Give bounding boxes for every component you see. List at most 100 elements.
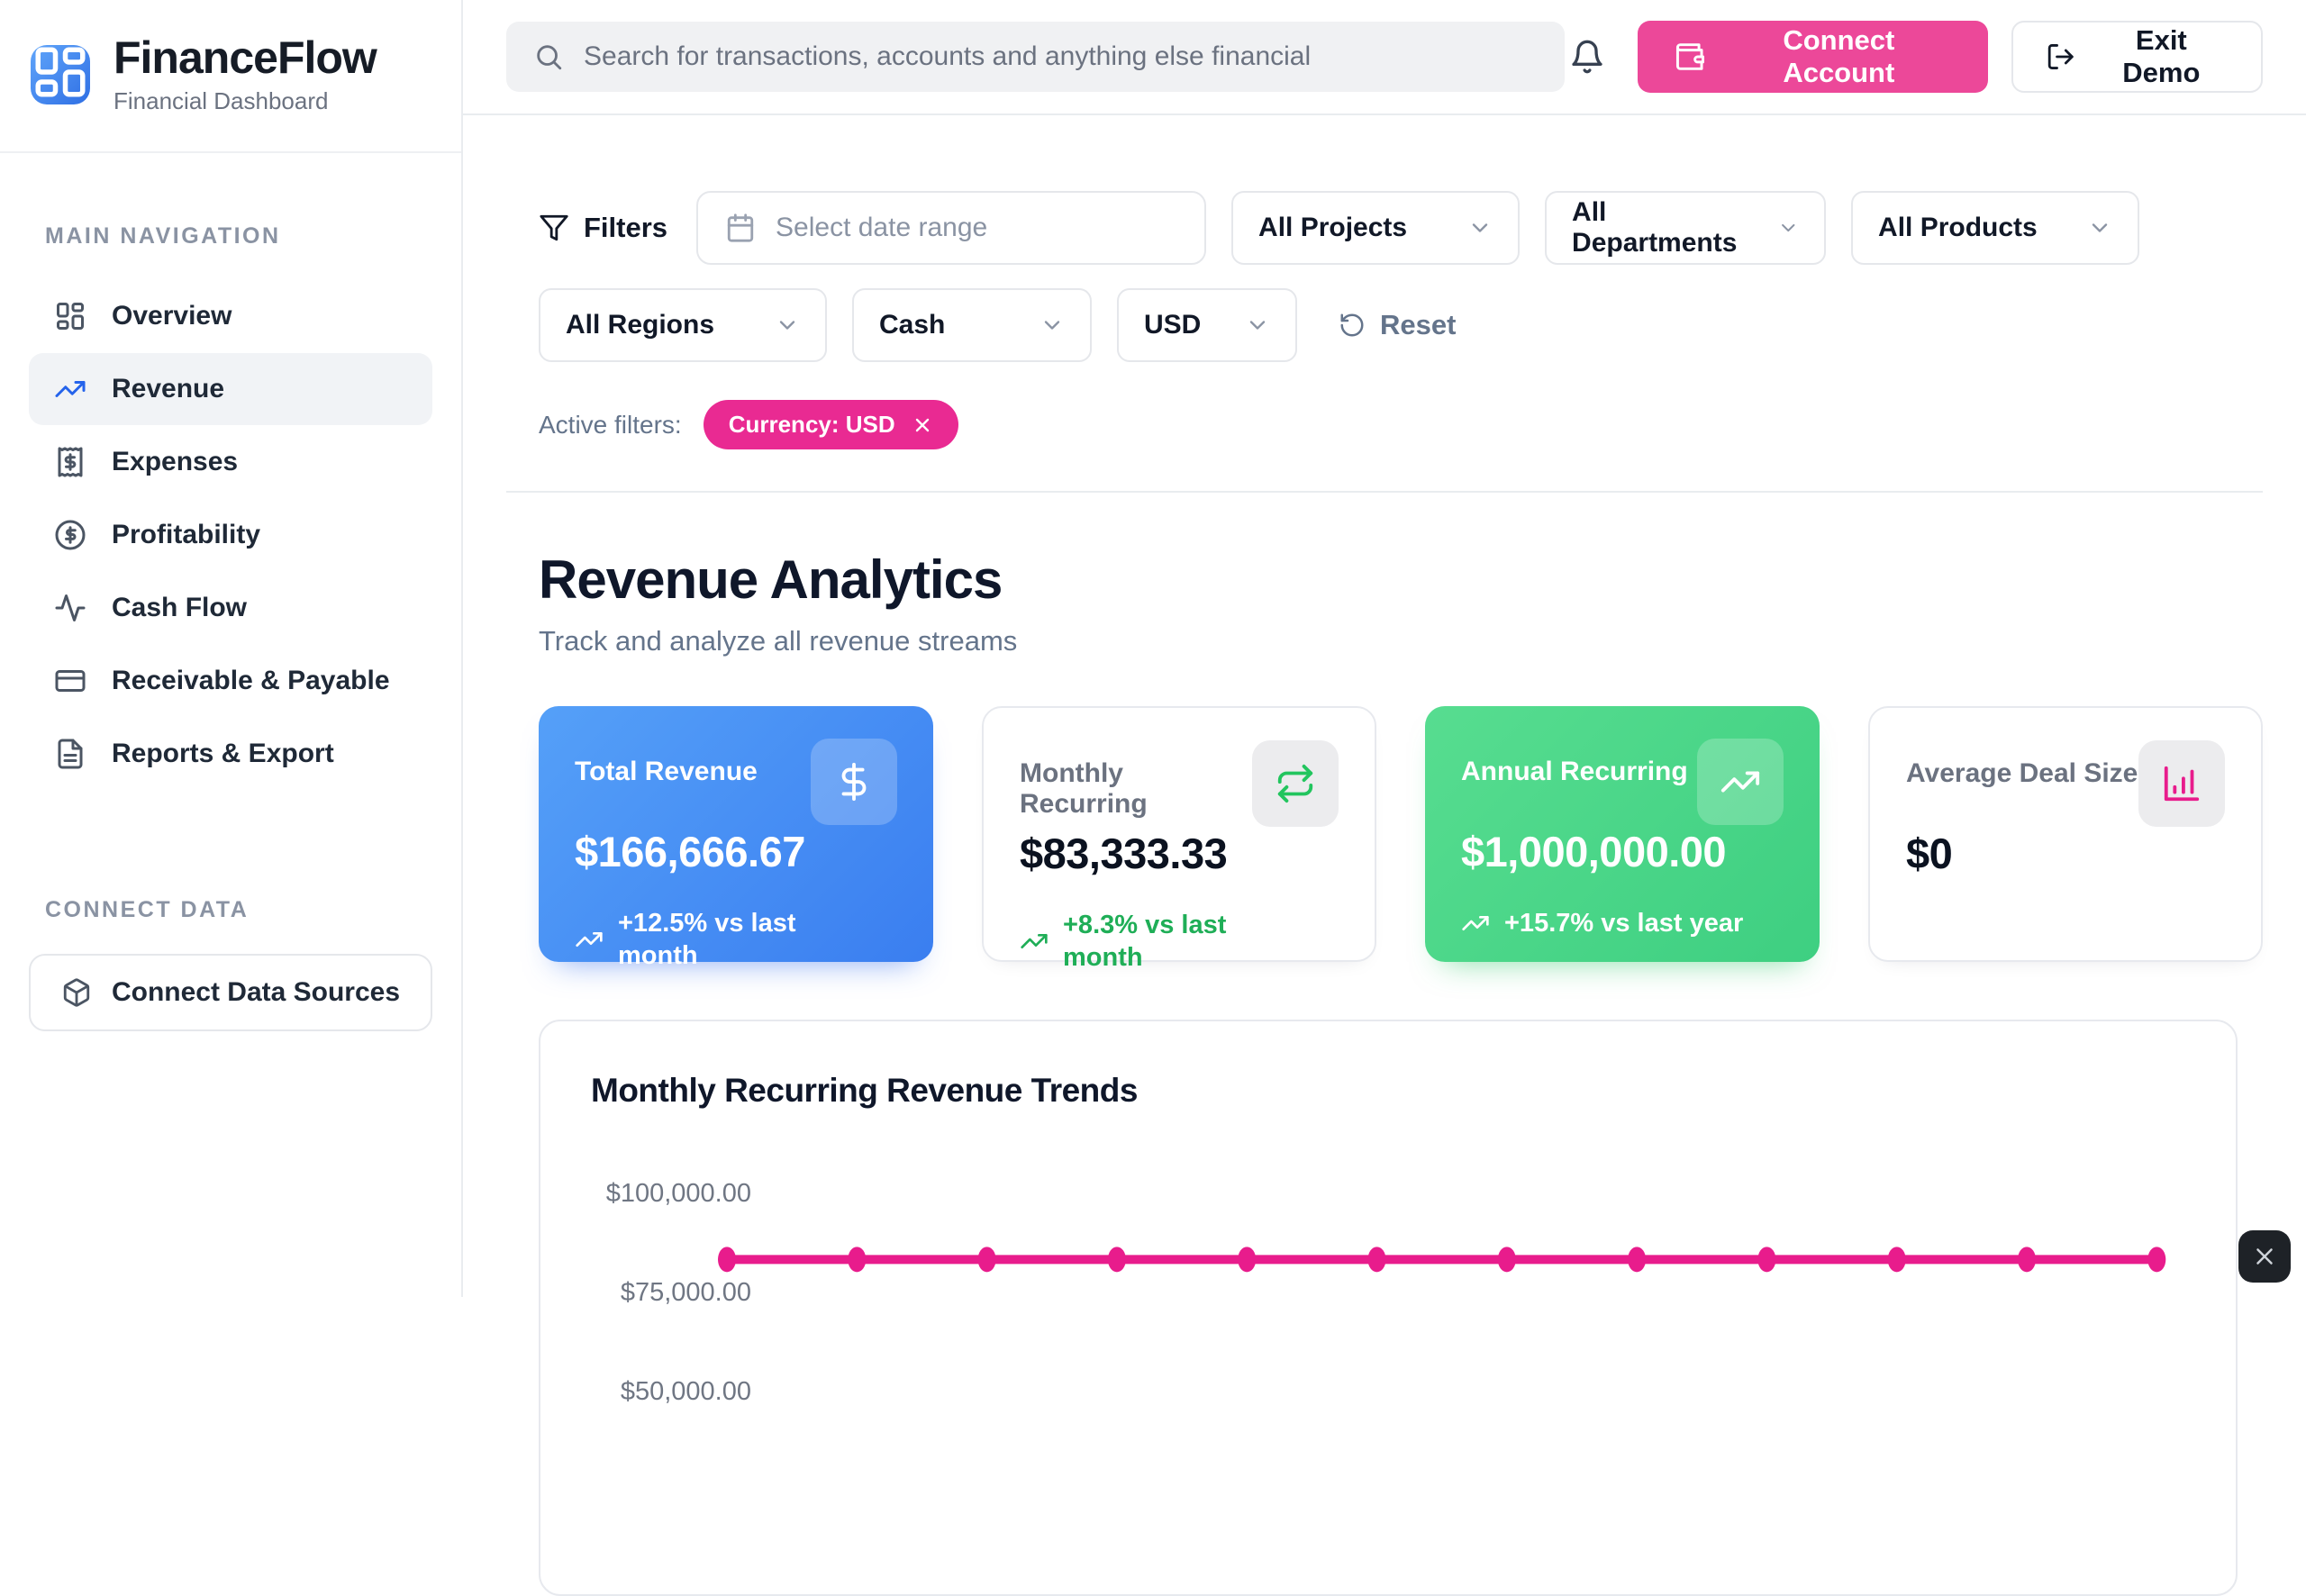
sidebar-item-label: Profitability (112, 520, 260, 550)
close-demo-overlay-button[interactable] (2238, 1230, 2291, 1283)
dollar-sign-icon (811, 739, 897, 825)
rotate-ccw-icon (1339, 312, 1366, 339)
line-chart-point (848, 1247, 866, 1272)
metric-change-label: +12.5% vs last month (618, 907, 825, 973)
close-icon (2251, 1243, 2278, 1270)
chevron-down-icon (1040, 313, 1065, 338)
sidebar-item-receivable-payable[interactable]: Receivable & Payable (29, 645, 432, 717)
sidebar-item-expenses[interactable]: Expenses (29, 426, 432, 498)
chevron-down-icon (1245, 313, 1270, 338)
sidebar-item-revenue[interactable]: Revenue (29, 353, 432, 425)
chevron-down-icon (2087, 215, 2112, 240)
metric-change: +15.7% vs last year (1461, 907, 1784, 939)
credit-card-icon (54, 665, 86, 697)
trending-up-icon (1461, 909, 1490, 938)
metric-card-total-revenue: Total Revenue $166,666.67 +12.5% vs last… (539, 706, 933, 962)
search-input[interactable] (584, 41, 1538, 72)
exit-demo-button[interactable]: Exit Demo (2011, 21, 2263, 93)
filters-title-block: Filters (539, 212, 667, 244)
metric-change-label: +15.7% vs last year (1504, 907, 1743, 939)
page-subtitle: Track and analyze all revenue streams (539, 625, 2263, 657)
y-axis-tick-label: $50,000.00 (591, 1374, 751, 1409)
line-chart-point (978, 1247, 996, 1272)
currency-filter-chip-label: Currency: USD (729, 411, 895, 439)
metric-card-average-deal-size: Average Deal Size $0 (1868, 706, 2263, 962)
bar-chart-icon (2138, 740, 2225, 827)
chevron-down-icon (1777, 215, 1800, 240)
products-select[interactable]: All Products (1851, 191, 2139, 265)
regions-select[interactable]: All Regions (539, 288, 827, 362)
trending-up-icon (575, 925, 604, 954)
metric-title: Total Revenue (575, 757, 758, 787)
calendar-icon (725, 213, 756, 243)
active-filters-label: Active filters: (539, 411, 682, 440)
topbar: Connect Account Exit Demo (463, 0, 2306, 115)
accounting-basis-select[interactable]: Cash (852, 288, 1092, 362)
app-title: FinanceFlow (113, 34, 377, 82)
global-search (506, 22, 1565, 92)
remove-filter-icon[interactable] (912, 414, 933, 436)
section-divider (506, 491, 2263, 493)
package-icon (61, 977, 92, 1008)
dashboard-logo-icon (31, 42, 90, 106)
search-icon (533, 41, 564, 72)
date-range-input[interactable] (776, 213, 1177, 243)
line-chart-point (1888, 1247, 1906, 1272)
departments-select-value: All Departments (1572, 197, 1753, 258)
filters-row-1: Filters All Projects All Departments All… (539, 191, 2263, 265)
connect-data-heading: CONNECT DATA (29, 897, 432, 923)
line-chart-point (718, 1247, 736, 1272)
currency-select[interactable]: USD (1117, 288, 1297, 362)
currency-select-value: USD (1144, 310, 1201, 340)
wallet-icon (1674, 41, 1705, 73)
line-chart-point (1757, 1247, 1775, 1272)
sidebar-item-reports-export[interactable]: Reports & Export (29, 718, 432, 790)
trending-up-icon (1020, 927, 1049, 956)
exit-demo-label: Exit Demo (2094, 24, 2229, 89)
reset-filters-button[interactable]: Reset (1339, 309, 1456, 341)
sidebar-item-overview[interactable]: Overview (29, 280, 432, 352)
metric-value: $166,666.67 (575, 827, 897, 876)
y-axis-tick-label: $100,000.00 (591, 1176, 751, 1211)
page-title: Revenue Analytics (539, 549, 2263, 611)
departments-select[interactable]: All Departments (1545, 191, 1826, 265)
filter-funnel-icon (539, 213, 569, 243)
main-navigation: MAIN NAVIGATION Overview Revenue Expense… (0, 153, 461, 790)
y-axis-tick-label: $75,000.00 (591, 1275, 751, 1310)
chart-title: Monthly Recurring Revenue Trends (591, 1072, 2185, 1110)
metric-value: $1,000,000.00 (1461, 827, 1784, 876)
mrr-trends-chart-card: Monthly Recurring Revenue Trends $100,00… (539, 1020, 2238, 1596)
active-filters-row: Active filters: Currency: USD (539, 400, 2263, 449)
filters-title: Filters (584, 212, 667, 244)
trending-up-icon (1697, 739, 1784, 825)
sidebar-item-profitability[interactable]: Profitability (29, 499, 432, 571)
sidebar-item-cash-flow[interactable]: Cash Flow (29, 572, 432, 644)
line-chart-point (1368, 1247, 1386, 1272)
metric-value: $0 (1906, 829, 2225, 878)
connect-data-section: CONNECT DATA Connect Data Sources (0, 791, 461, 1031)
sidebar-item-label: Overview (112, 301, 232, 331)
sidebar-item-label: Revenue (112, 374, 224, 404)
log-out-icon (2046, 41, 2075, 72)
accounting-basis-value: Cash (879, 310, 945, 340)
sidebar-item-label: Receivable & Payable (112, 666, 390, 696)
connect-account-button[interactable]: Connect Account (1638, 21, 1988, 93)
filters-row-2: All Regions Cash USD Reset (539, 288, 2263, 362)
line-chart-canvas (591, 1149, 2214, 1564)
metric-cards: Total Revenue $166,666.67 +12.5% vs last… (539, 706, 2263, 962)
currency-filter-chip[interactable]: Currency: USD (704, 400, 958, 449)
line-chart-point (1498, 1247, 1516, 1272)
metric-title: Annual Recurring (1461, 757, 1688, 787)
line-chart-point (2147, 1247, 2165, 1272)
projects-select[interactable]: All Projects (1231, 191, 1520, 265)
date-range-field (696, 191, 1206, 265)
regions-select-value: All Regions (566, 310, 714, 340)
metric-value: $83,333.33 (1020, 829, 1339, 878)
main-content: Filters All Projects All Departments All… (463, 115, 2306, 1297)
connect-data-sources-button[interactable]: Connect Data Sources (29, 954, 432, 1031)
line-chart-point (2018, 1247, 2036, 1272)
metric-title: Monthly Recurring (1020, 758, 1252, 820)
metric-change: +8.3% vs last month (1020, 909, 1339, 975)
notifications-button[interactable] (1565, 33, 1611, 80)
projects-select-value: All Projects (1258, 213, 1407, 243)
